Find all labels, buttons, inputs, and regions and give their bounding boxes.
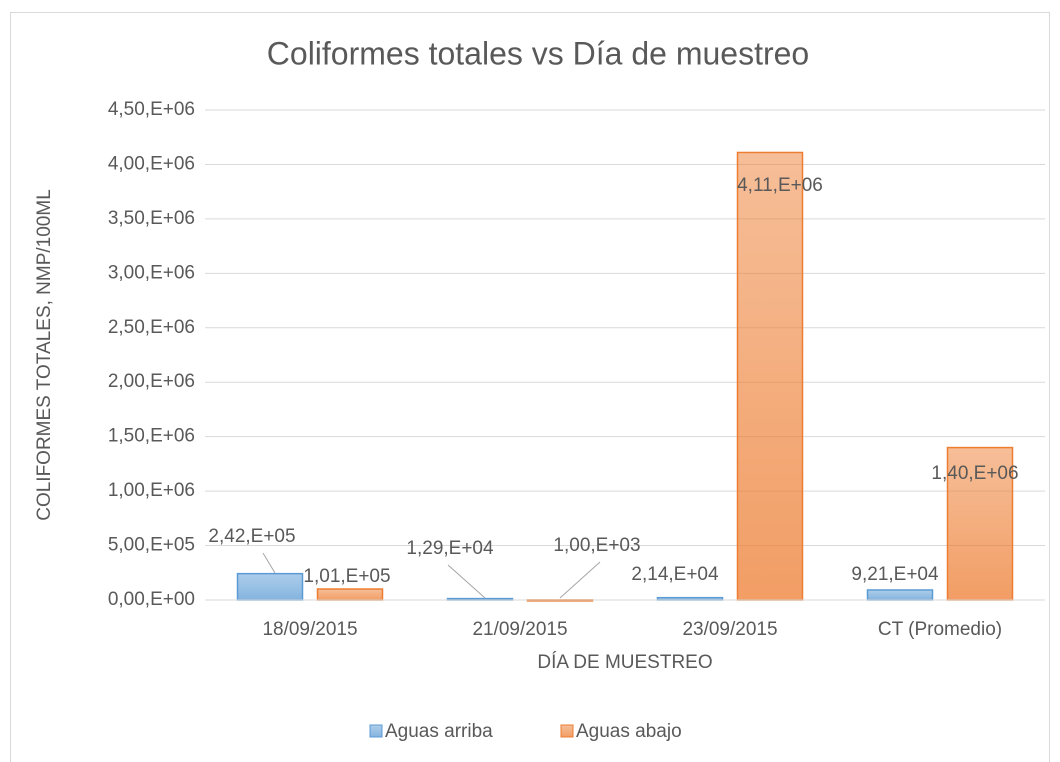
data-label: 2,42,E+05 (208, 526, 295, 547)
legend-swatch (369, 724, 383, 738)
y-tick-label: 5,00,E+05 (108, 535, 195, 556)
bar (866, 589, 934, 601)
y-tick-label: 4,00,E+06 (108, 153, 195, 174)
y-tick-label: 3,50,E+06 (108, 208, 195, 229)
y-tick-label: 2,00,E+06 (108, 371, 195, 392)
y-axis-label: COLIFORMES TOTALES, NMP/100ML (34, 189, 55, 521)
y-tick-label: 1,50,E+06 (108, 426, 195, 447)
leader-line (262, 552, 276, 574)
y-tick-label: 4,50,E+06 (108, 99, 195, 120)
data-label: 1,40,E+06 (931, 463, 1018, 484)
chart-border (10, 12, 1050, 762)
data-label: 9,21,E+04 (851, 564, 939, 585)
x-tick-label: CT (Promedio) (878, 619, 1002, 640)
legend-swatch (560, 724, 574, 738)
x-tick-label: 21/09/2015 (472, 619, 567, 640)
x-axis-label: DÍA DE MUESTREO (537, 652, 712, 673)
y-tick-label: 1,00,E+06 (108, 480, 195, 501)
x-tick-label: 18/09/2015 (262, 619, 357, 640)
leader-line (447, 564, 486, 599)
chart-title: Coliformes totales vs Día de muestreo (267, 35, 809, 71)
data-label: 1,01,E+05 (303, 566, 390, 587)
legend-label: Aguas abajo (576, 721, 682, 742)
bar (736, 151, 804, 601)
bar (316, 588, 384, 601)
x-tick-label: 23/09/2015 (682, 619, 777, 640)
data-label: 1,00,E+03 (553, 535, 640, 556)
leader-line (559, 561, 601, 599)
data-label: 4,11,E+06 (737, 175, 823, 196)
y-tick-label: 2,50,E+06 (108, 317, 195, 338)
y-tick-label: 0,00,E+00 (108, 589, 195, 610)
y-tick-label: 3,00,E+06 (108, 262, 195, 283)
legend-label: Aguas arriba (385, 721, 493, 742)
data-label: 2,14,E+04 (631, 564, 719, 585)
data-label: 1,29,E+04 (406, 538, 494, 559)
bar (236, 572, 304, 601)
